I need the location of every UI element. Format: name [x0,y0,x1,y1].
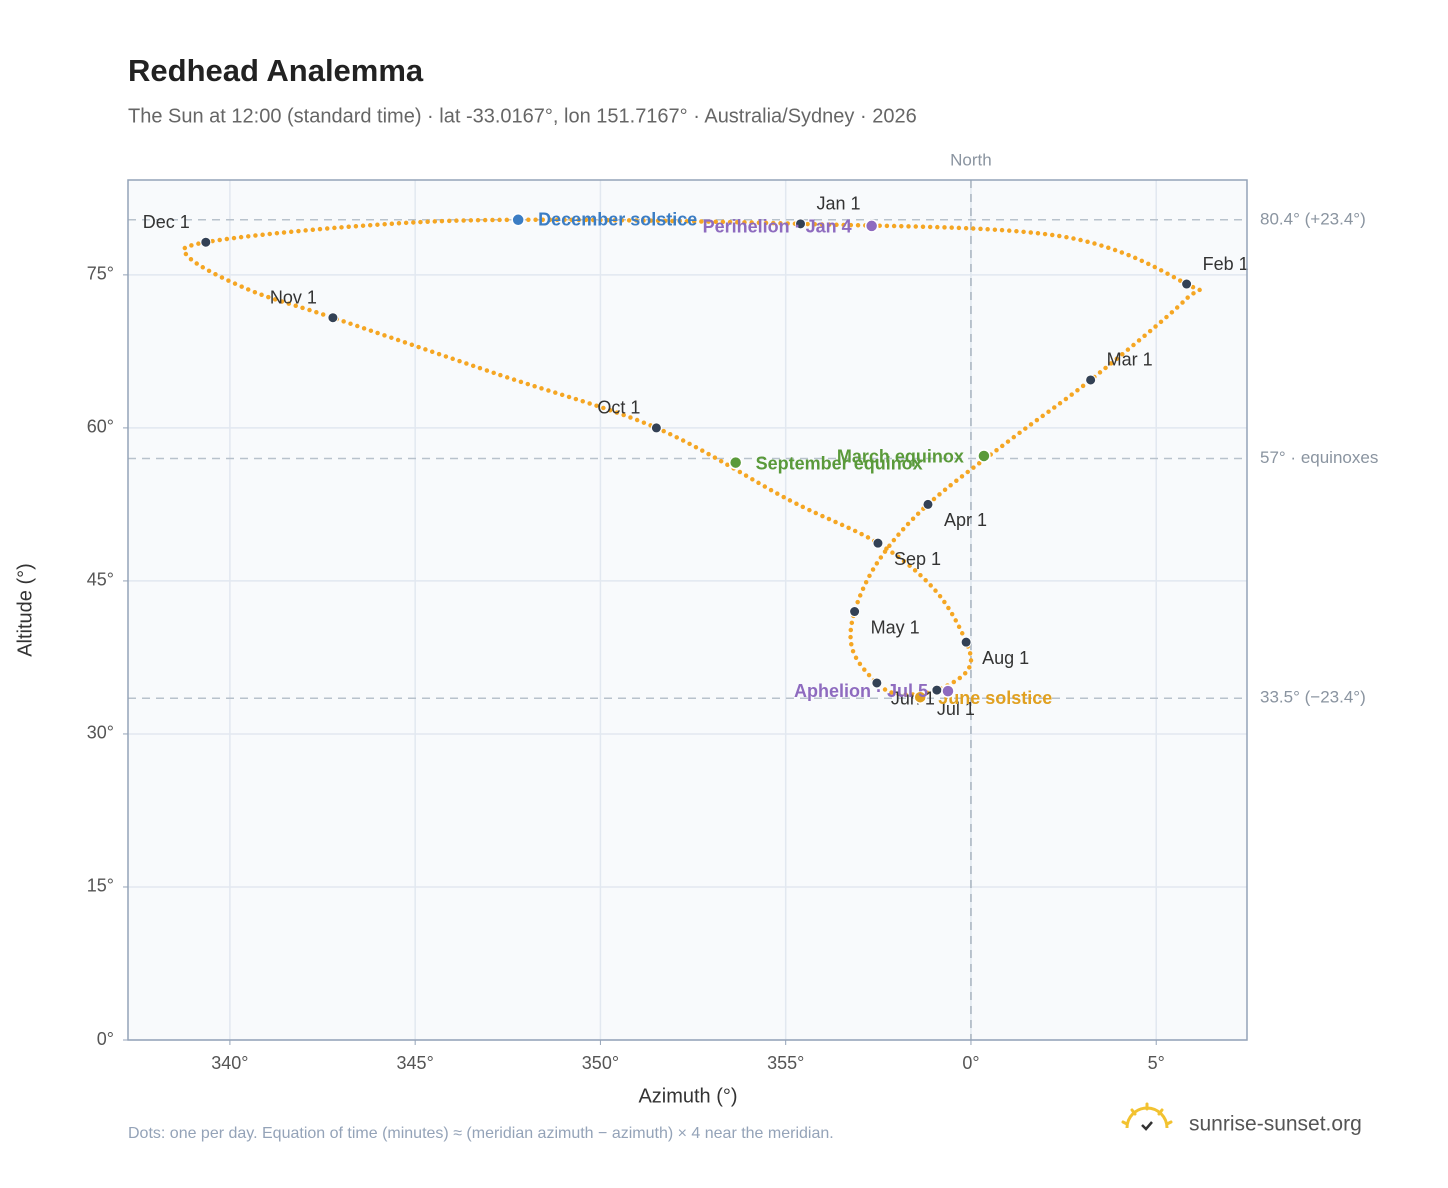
y-tick-label: 45° [87,570,114,590]
event-label: Aphelion · Jul 5 [794,681,928,701]
plot-area [128,180,1247,1040]
month-label: Jan 1 [817,194,861,214]
month-marker [872,537,884,549]
x-tick-label: 5° [1148,1053,1165,1073]
y-tick-label: 60° [87,417,114,437]
event-marker [941,684,955,698]
event-label: June solstice [938,688,1052,708]
month-marker [960,636,972,648]
x-tick-label: 355° [767,1053,804,1073]
y-tick-label: 30° [87,723,114,743]
month-marker [922,498,934,510]
month-marker [650,422,662,434]
reference-lines [128,180,1247,1040]
month-label: Aug 1 [982,648,1029,668]
event-marker [913,690,927,704]
month-label: Apr 1 [944,510,987,530]
month-label: Nov 1 [270,287,317,307]
y-tick-label: 15° [87,876,114,896]
x-tick-label: 340° [211,1053,248,1073]
month-marker [849,606,861,618]
event-marker [511,213,525,227]
chart-subtitle: The Sun at 12:00 (standard time) · lat -… [128,105,917,127]
reference-label: 80.4° (+23.4°) [1260,209,1366,228]
plot-frame [127,179,1248,1041]
footnote: Dots: one per day. Equation of time (min… [128,1125,834,1142]
month-label: Jul 1 [937,699,975,719]
month-label: Feb 1 [1203,254,1249,274]
reference-label: 57° · equinoxes [1260,448,1378,467]
month-marker [327,312,339,324]
event-label: December solstice [538,210,697,230]
month-label: Mar 1 [1107,350,1153,370]
x-tick-label: 350° [582,1053,619,1073]
month-label: Oct 1 [597,398,640,418]
month-marker [1085,374,1097,386]
y-axis-label: Altitude (°) [14,563,36,657]
x-tick-label: 345° [397,1053,434,1073]
x-axis-label: Azimuth (°) [638,1085,737,1107]
brand: sunrise-sunset.org [1189,1113,1362,1136]
brand-logo [1121,1102,1173,1131]
y-tick-label: 0° [97,1029,114,1049]
event-label: September equinox [756,453,923,473]
chart-title: Redhead Analemma [128,53,424,88]
event-marker [977,449,991,463]
event-marker [864,219,879,233]
event-label: March equinox [837,447,964,467]
month-marker [1181,278,1193,290]
month-marker [200,236,212,248]
x-tick-label: 0° [962,1053,979,1073]
month-label: May 1 [871,617,920,637]
event-label: Perihelion · Jan 4 [703,217,852,237]
event-marker [728,455,743,470]
reference-label: North [950,150,992,169]
month-marker [871,677,883,689]
month-label: Dec 1 [143,212,190,232]
month-marker [795,218,807,230]
y-tick-label: 75° [87,264,114,284]
month-label: Sep 1 [894,549,941,569]
reference-label: 33.5° (−23.4°) [1260,688,1366,707]
